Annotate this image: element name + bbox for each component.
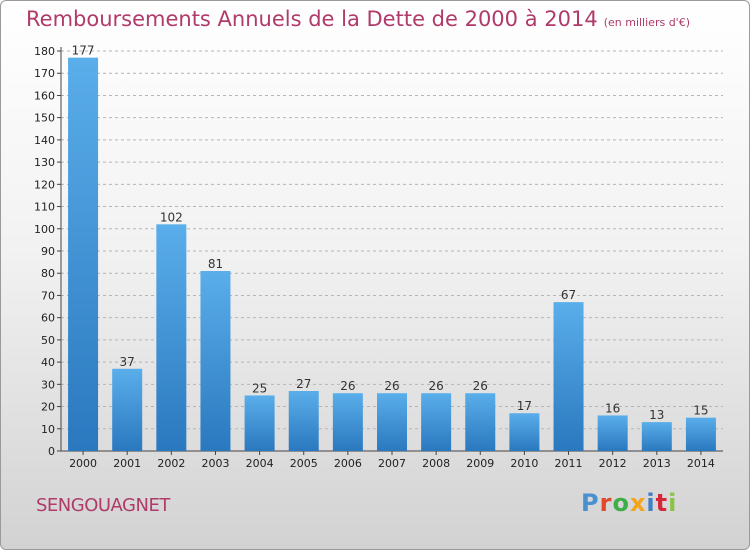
x-tick-label-2010: 2010 xyxy=(510,457,538,470)
chart-title-text: Remboursements Annuels de la Dette de 20… xyxy=(26,7,598,31)
x-tick-label-2009: 2009 xyxy=(466,457,494,470)
bar-2009 xyxy=(465,393,496,451)
bar-2010 xyxy=(509,413,540,451)
x-tick-label-2005: 2005 xyxy=(290,457,318,470)
bar-2013 xyxy=(641,422,672,451)
y-tick-label: 70 xyxy=(41,289,55,302)
bar-2003 xyxy=(200,271,231,451)
bars xyxy=(68,57,716,452)
value-label-2013: 13 xyxy=(649,408,664,422)
y-tick-label: 170 xyxy=(34,67,55,80)
x-tick-label-2014: 2014 xyxy=(687,457,715,470)
bar-2005 xyxy=(288,391,319,451)
value-label-2010: 17 xyxy=(517,399,532,413)
value-label-2007: 26 xyxy=(384,379,399,393)
y-tick-labels: 0 10 20 30 40 50 60 70 80 90 100 110 120 130 140 150 160… xyxy=(34,45,55,458)
x-tick-label-2007: 2007 xyxy=(378,457,406,470)
y-tick-label: 120 xyxy=(34,178,55,191)
y-tick-label: 130 xyxy=(34,156,55,169)
bar-2011 xyxy=(553,302,584,451)
y-tick-label: 150 xyxy=(34,112,55,125)
x-tick-label-2002: 2002 xyxy=(157,457,185,470)
bar-2006 xyxy=(332,393,363,451)
bar-2004 xyxy=(244,395,275,451)
y-tick-label: 10 xyxy=(41,423,55,436)
x-tick-label-2001: 2001 xyxy=(113,457,141,470)
x-tick-label-2004: 2004 xyxy=(246,457,274,470)
value-labels: 177 37 102 81 25 27 26 26 26 26 17 67 16 13 15 xyxy=(72,44,709,422)
y-tick-label: 90 xyxy=(41,245,55,258)
value-label-2011: 67 xyxy=(561,288,576,302)
proxiti-logo: Proxiti xyxy=(581,489,678,517)
value-label-2004: 25 xyxy=(252,381,267,395)
y-tick-label: 110 xyxy=(34,201,55,214)
y-tick-label: 140 xyxy=(34,134,55,147)
bar-2012 xyxy=(597,415,628,451)
chart-unit: (en milliers d'€) xyxy=(603,16,690,29)
x-tick-label-2011: 2011 xyxy=(555,457,583,470)
chart-title: Remboursements Annuels de la Dette de 20… xyxy=(26,7,690,31)
y-tick-label: 60 xyxy=(41,312,55,325)
x-tick-label-2006: 2006 xyxy=(334,457,362,470)
y-tick-label: 30 xyxy=(41,378,55,391)
y-tick-label: 20 xyxy=(41,401,55,414)
value-label-2003: 81 xyxy=(208,257,223,271)
value-label-2005: 27 xyxy=(296,377,311,391)
y-tick-label: 80 xyxy=(41,267,55,280)
value-label-2008: 26 xyxy=(428,379,443,393)
x-tick-label-2008: 2008 xyxy=(422,457,450,470)
value-label-2012: 16 xyxy=(605,401,620,415)
value-label-2002: 102 xyxy=(160,210,183,224)
value-label-2000: 177 xyxy=(72,44,95,58)
value-label-2014: 15 xyxy=(693,404,708,418)
bar-2000 xyxy=(68,57,99,452)
commune-name: SENGOUAGNET xyxy=(36,495,170,516)
bar-2014 xyxy=(685,417,716,451)
value-label-2009: 26 xyxy=(473,379,488,393)
bar-2007 xyxy=(377,393,407,451)
bar-2008 xyxy=(421,393,452,451)
value-label-2006: 26 xyxy=(340,379,355,393)
x-tick-labels: 2000 2001 2002 2003 2004 2005 2006 2007 2008 2009… xyxy=(69,451,715,470)
value-label-2001: 37 xyxy=(120,355,135,369)
y-tick-label: 100 xyxy=(34,223,55,236)
x-tick-label-2003: 2003 xyxy=(201,457,229,470)
y-tick-label: 0 xyxy=(48,445,55,458)
x-tick-label-2013: 2013 xyxy=(643,457,671,470)
bar-2001 xyxy=(112,368,143,451)
y-tick-label: 180 xyxy=(34,45,55,58)
bar-2002 xyxy=(156,224,187,451)
x-tick-label-2000: 2000 xyxy=(69,457,97,470)
y-tick-label: 50 xyxy=(41,334,55,347)
x-tick-label-2012: 2012 xyxy=(599,457,627,470)
y-tick-label: 160 xyxy=(34,89,55,102)
y-tick-label: 40 xyxy=(41,356,55,369)
